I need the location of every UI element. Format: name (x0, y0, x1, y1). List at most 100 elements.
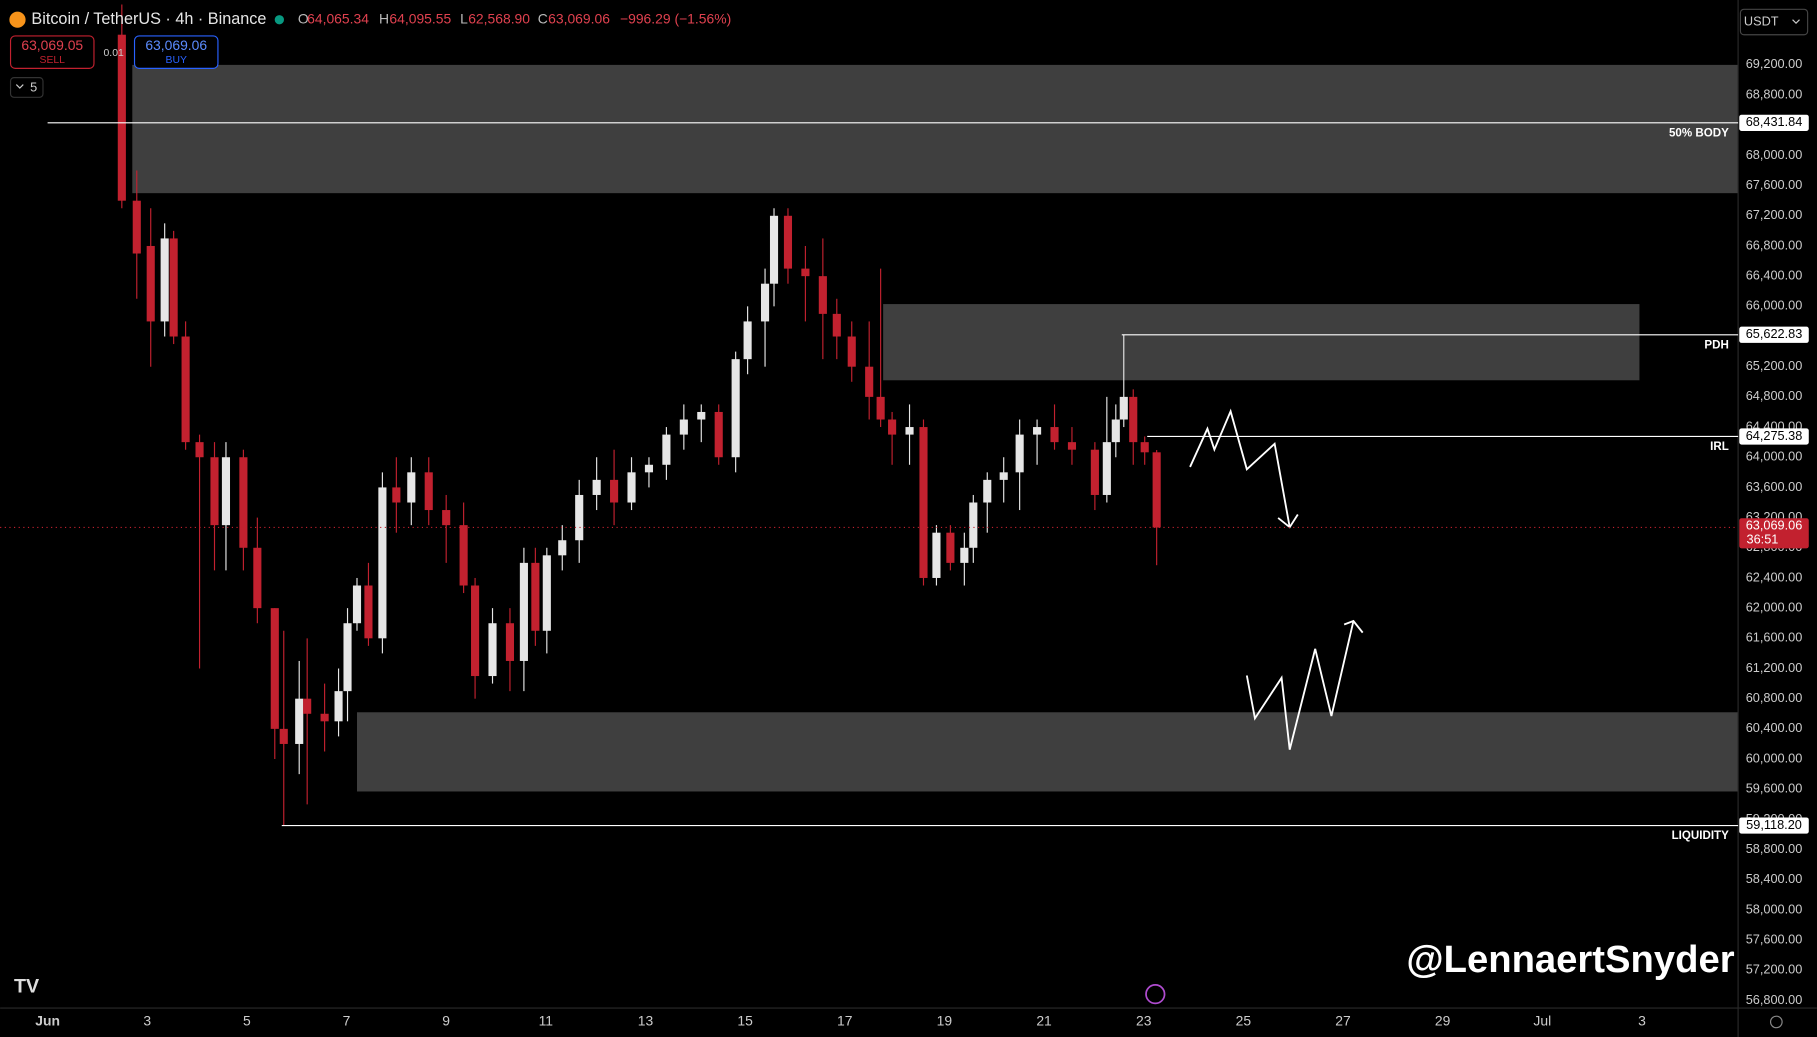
candle-body (378, 487, 387, 639)
y-tick-label: 58,800.00 (1746, 841, 1803, 856)
y-tick-label: 64,000.00 (1746, 449, 1803, 464)
candle-body (488, 623, 497, 677)
sell-button[interactable] (9, 35, 95, 69)
candle-body (946, 532, 955, 563)
price-tag-label: 64,275.38 (1746, 428, 1803, 443)
candle-body (542, 555, 551, 631)
candle-body (459, 525, 468, 586)
price-tag-label: 59,118.20 (1746, 817, 1802, 832)
candle-body (644, 464, 654, 473)
y-tick-label: 57,600.00 (1746, 931, 1803, 946)
candle-body (932, 532, 941, 578)
candle-body (1050, 427, 1059, 443)
candle-body (1090, 449, 1099, 495)
plot-area (117, 4, 1739, 826)
header: Bitcoin / TetherUS · 4h · Binance O 64,0… (9, 8, 1809, 98)
ohlc-key: H (379, 10, 389, 26)
y-tick-label: 66,400.00 (1746, 268, 1803, 283)
y-tick-label: 67,600.00 (1746, 177, 1803, 192)
x-tick-label: 27 (1335, 1013, 1351, 1029)
symbol: Bitcoin / TetherUS · 4h · Binance (31, 10, 266, 28)
ohlc-value: 63,069.06 (548, 10, 610, 26)
ohlc-value: 62,568.90 (468, 10, 530, 26)
price-tag (1739, 428, 1809, 445)
settings-icon[interactable] (1769, 1015, 1783, 1029)
alert-icon[interactable] (1145, 983, 1166, 1005)
candle-body (221, 457, 231, 526)
zone (132, 64, 1739, 194)
y-tick-label: 59,600.00 (1746, 781, 1803, 796)
indicator-count: 5 (30, 79, 37, 94)
candle-body (627, 472, 636, 503)
candle-body (303, 698, 312, 714)
candle-body (592, 479, 601, 495)
ohlc-value: 64,095.55 (389, 10, 451, 26)
candle-body (364, 585, 373, 639)
candle-body (865, 366, 874, 397)
candle-body (1119, 396, 1128, 420)
price-tag (1739, 817, 1809, 834)
candle-body (919, 427, 928, 578)
candle-body (760, 283, 770, 322)
x-tick-label: 13 (638, 1013, 654, 1029)
candle-body (783, 215, 793, 269)
projection-down (1189, 408, 1291, 528)
x-tick-label: 17 (837, 1013, 853, 1029)
x-tick-label: 19 (937, 1013, 953, 1029)
ohlc-key: L (460, 10, 468, 26)
y-tick-label: 69,200.00 (1746, 56, 1803, 71)
chevron (1792, 19, 1800, 24)
x-tick-label: 7 (343, 1013, 351, 1029)
candle-body (679, 419, 688, 435)
candle-body (558, 540, 567, 556)
countdown: 36:51 (1746, 532, 1778, 547)
x-tick-label: 15 (737, 1013, 753, 1029)
candle-body (1067, 442, 1077, 450)
x-tick-label: 11 (539, 1013, 554, 1029)
y-tick-label: 57,200.00 (1746, 962, 1803, 977)
candle-body (610, 479, 619, 503)
y-tick-label: 66,800.00 (1746, 237, 1803, 252)
coin-icon (9, 11, 26, 28)
candle-body (132, 200, 141, 254)
x-tick-label: Jun (35, 1013, 60, 1029)
y-tick-label: 58,400.00 (1746, 871, 1803, 886)
currency-button[interactable] (1739, 8, 1809, 36)
arrowhead (1343, 619, 1364, 634)
candle-body (905, 427, 914, 435)
candle-body (1111, 419, 1120, 443)
y-tick-label: 65,200.00 (1746, 358, 1803, 373)
buy-price: 63,069.06 (145, 37, 207, 53)
price-tag (1739, 326, 1809, 343)
candle-body (117, 34, 126, 201)
x-tick-label: 23 (1136, 1013, 1152, 1029)
candle-body (714, 411, 723, 458)
y-tick-label: 66,000.00 (1746, 298, 1803, 313)
y-tick-label: 61,200.00 (1746, 660, 1803, 675)
buy-button[interactable] (133, 35, 219, 69)
candle-body (1015, 434, 1024, 473)
candle-body (575, 494, 584, 541)
candle-body (442, 510, 451, 526)
price-tag (1739, 114, 1809, 131)
candle-body (983, 479, 992, 503)
candle-body (769, 215, 779, 284)
candle-body (801, 268, 810, 277)
collapse-button[interactable] (9, 77, 44, 98)
candle-body (279, 728, 288, 744)
candle-body (1129, 396, 1138, 443)
x-tick-label: 25 (1236, 1013, 1252, 1029)
ohlc-key: C (538, 10, 548, 26)
candle-body (531, 562, 540, 631)
candle-body (818, 276, 827, 314)
candle-body (505, 623, 515, 661)
buy-label: BUY (166, 55, 187, 66)
candle-body (169, 238, 178, 337)
candle-body (697, 411, 706, 420)
y-tick-label: 63,600.00 (1746, 479, 1803, 494)
projection-up (1245, 620, 1355, 750)
level-name: LIQUIDITY (1672, 830, 1730, 842)
sell-label: SELL (40, 55, 66, 66)
